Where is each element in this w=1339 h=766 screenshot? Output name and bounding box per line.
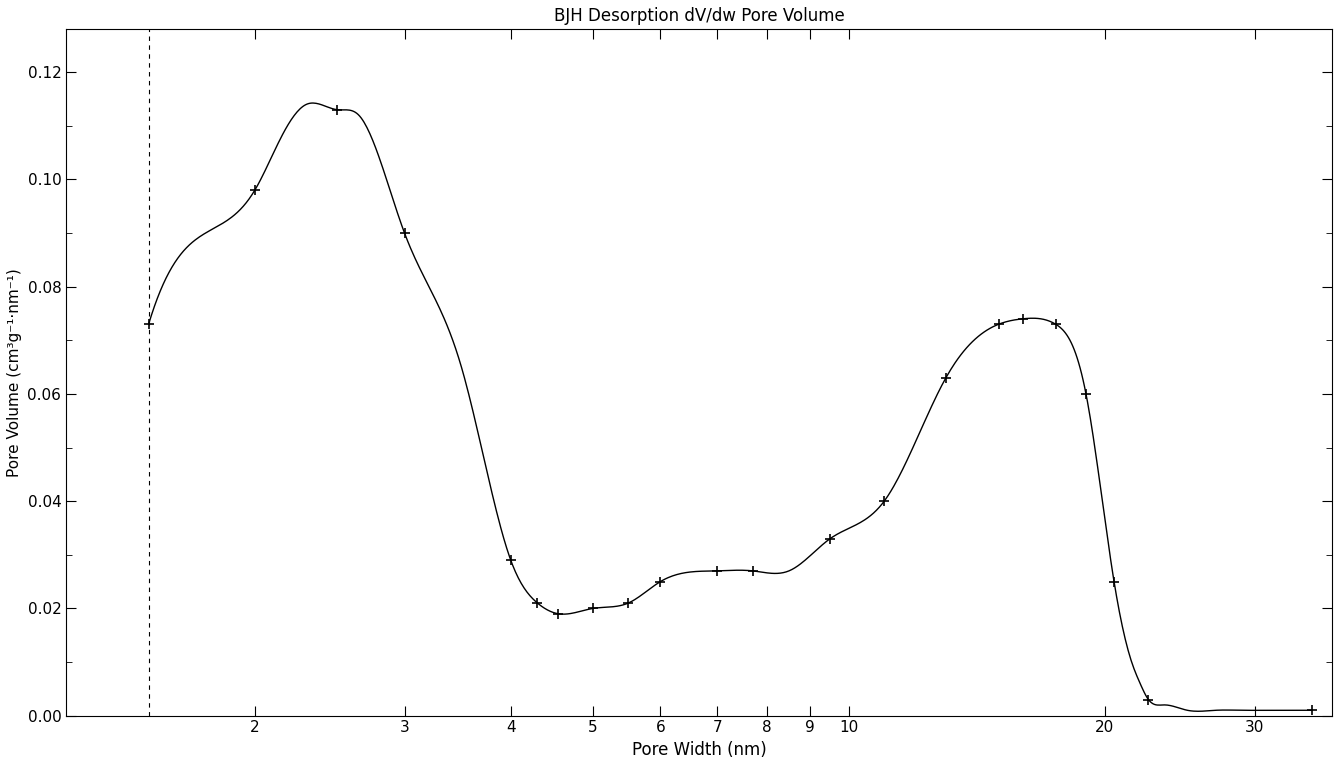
X-axis label: Pore Width (nm): Pore Width (nm) <box>632 741 766 759</box>
Y-axis label: Pore Volume (cm³g⁻¹·nm⁻¹): Pore Volume (cm³g⁻¹·nm⁻¹) <box>7 268 21 476</box>
Title: BJH Desorption dV/dw Pore Volume: BJH Desorption dV/dw Pore Volume <box>554 7 845 25</box>
Legend:  <box>86 36 96 47</box>
